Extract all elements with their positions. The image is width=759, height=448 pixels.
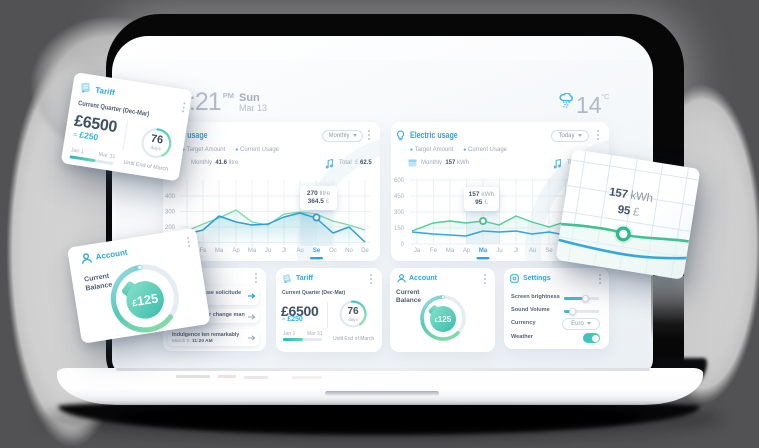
svg-text:Ma: Ma (248, 248, 257, 254)
svg-text:Jl: Jl (514, 248, 518, 254)
svg-text:450: 450 (394, 194, 405, 200)
svg-text:300: 300 (394, 210, 405, 216)
svg-text:Ma: Ma (215, 248, 224, 254)
svg-text:Jl: Jl (282, 248, 286, 254)
svg-text:150: 150 (394, 226, 405, 232)
svg-text:600: 600 (394, 178, 405, 184)
svg-text:De: De (361, 248, 369, 254)
svg-text:Oc: Oc (329, 248, 337, 254)
svg-text:Fe: Fe (199, 248, 207, 254)
svg-text:200: 200 (165, 225, 176, 231)
svg-text:No: No (345, 248, 353, 254)
svg-text:£125: £125 (131, 290, 159, 309)
svg-text:Ma: Ma (446, 248, 455, 254)
svg-text:Se: Se (545, 248, 553, 254)
svg-text:Au: Au (529, 248, 536, 254)
svg-text:0: 0 (401, 242, 405, 248)
svg-text:£125: £125 (435, 315, 452, 324)
svg-text:Au: Au (296, 248, 303, 254)
svg-text:Ap: Ap (232, 248, 240, 254)
svg-text:Ju: Ju (265, 248, 271, 254)
svg-text:Se: Se (313, 248, 321, 254)
svg-text:400: 400 (165, 194, 176, 200)
svg-text:Ja: Ja (414, 248, 421, 254)
svg-text:300: 300 (165, 210, 176, 216)
svg-text:Ma: Ma (479, 248, 488, 254)
svg-text:Fe: Fe (430, 248, 438, 254)
svg-text:Ap: Ap (463, 248, 471, 254)
svg-text:Ju: Ju (496, 248, 502, 254)
